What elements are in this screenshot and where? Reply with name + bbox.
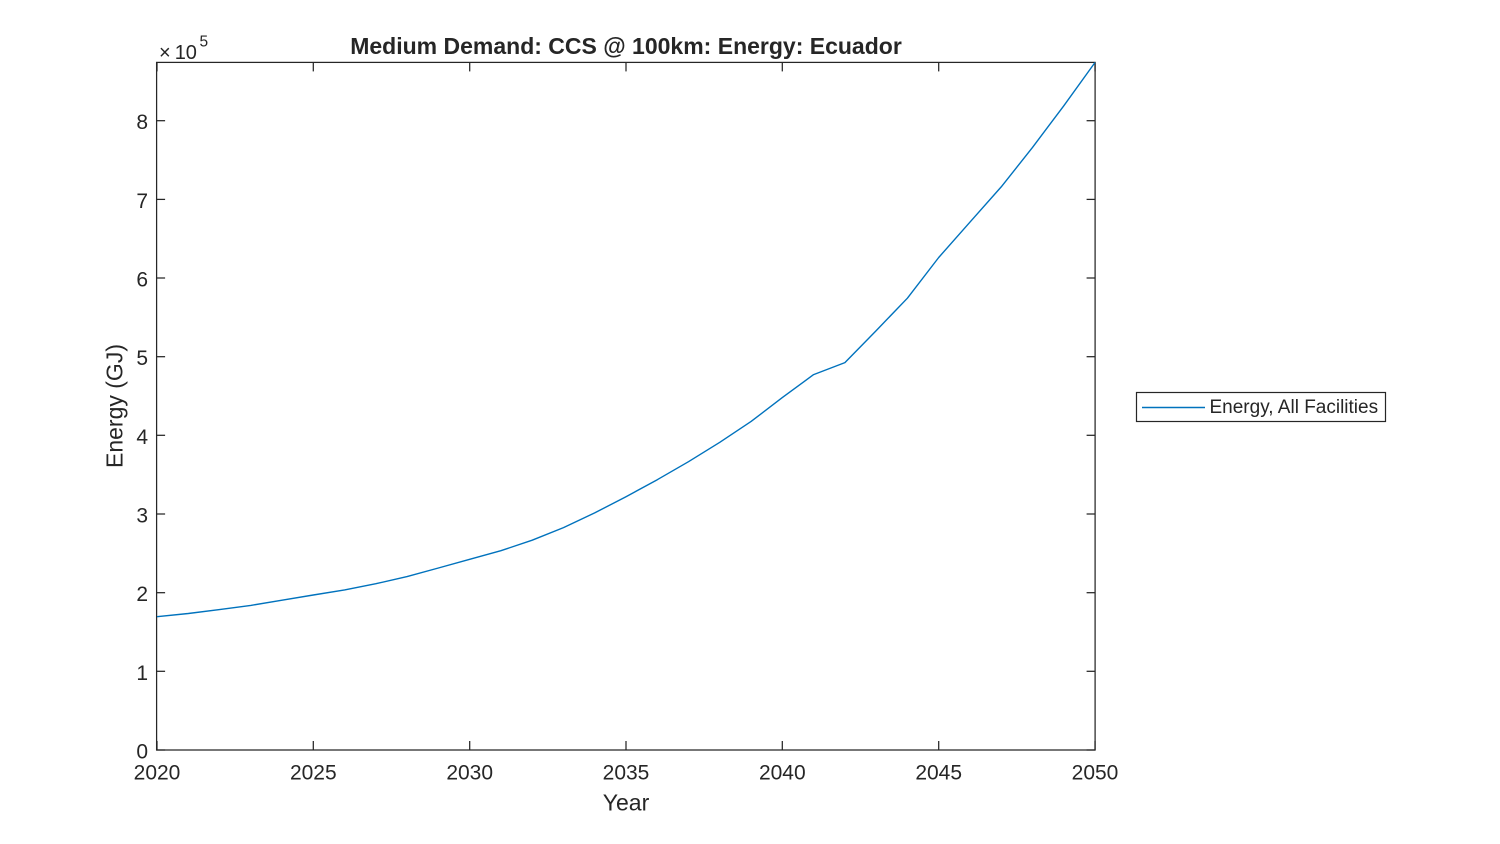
svg-text:Year: Year [603, 790, 650, 816]
svg-text:2035: 2035 [603, 762, 650, 785]
svg-text:2050: 2050 [1072, 762, 1119, 785]
svg-text:3: 3 [136, 505, 148, 528]
svg-text:2020: 2020 [134, 762, 181, 785]
svg-text:0: 0 [136, 741, 148, 764]
svg-text:Energy (GJ): Energy (GJ) [102, 344, 128, 468]
svg-text:Medium Demand: CCS @ 100km: En: Medium Demand: CCS @ 100km: Energy: Ecua… [350, 33, 902, 59]
svg-text:2: 2 [136, 583, 148, 606]
svg-text:2045: 2045 [915, 762, 962, 785]
svg-text:Energy, All Facilities: Energy, All Facilities [1210, 397, 1379, 418]
svg-text:7: 7 [136, 190, 148, 213]
svg-text:6: 6 [136, 269, 148, 292]
svg-text:5: 5 [136, 347, 148, 370]
svg-text:2030: 2030 [446, 762, 493, 785]
svg-text:2025: 2025 [290, 762, 337, 785]
svg-text:1: 1 [136, 662, 148, 685]
svg-text:8: 8 [136, 111, 148, 134]
svg-text:2040: 2040 [759, 762, 806, 785]
svg-text:×105: × 10 5 [159, 34, 208, 65]
svg-text:4: 4 [136, 426, 148, 449]
